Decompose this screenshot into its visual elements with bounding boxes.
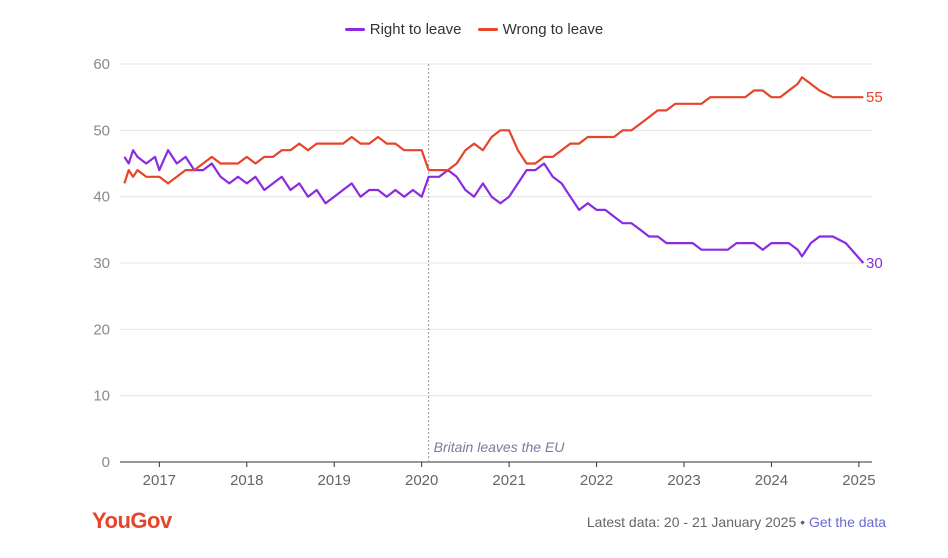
annotation-layer: Britain leaves the EU xyxy=(428,64,566,462)
x-tick-label: 2020 xyxy=(405,472,438,489)
x-tick-label: 2017 xyxy=(143,472,176,489)
annotation-text: Britain leaves the EU xyxy=(434,439,566,455)
gridlines xyxy=(120,63,872,463)
legend-item-wrong[interactable]: Wrong to leave xyxy=(477,21,604,38)
x-tick-label: 2024 xyxy=(755,472,788,489)
get-data-link[interactable]: Get the data xyxy=(808,514,886,530)
y-tick-label: 60 xyxy=(93,56,110,73)
latest-data-text: Latest data: 20 - 21 January 2025 xyxy=(586,514,797,530)
x-tick-label: 2021 xyxy=(492,472,525,489)
legend-item-right[interactable]: Right to leave xyxy=(344,21,462,38)
x-axis: 2017 2018 2019 2020 2021 2022 2023 2024 2025 xyxy=(143,462,876,489)
x-tick-label: 2019 xyxy=(318,472,351,489)
legend-label-wrong: Wrong to leave xyxy=(502,21,604,38)
y-axis: 0 10 20 30 40 50 60 xyxy=(93,56,110,471)
yougov-logo: YouGov xyxy=(92,508,172,533)
end-label-right: 30 xyxy=(866,255,883,272)
legend-swatch-wrong xyxy=(477,28,498,31)
series-line-wrong xyxy=(123,76,864,185)
y-tick-label: 20 xyxy=(93,321,110,338)
y-tick-label: 50 xyxy=(93,122,110,139)
y-tick-label: 30 xyxy=(93,255,110,272)
legend: Right to leave Wrong to leave xyxy=(0,18,948,38)
x-tick-label: 2023 xyxy=(667,472,700,489)
legend-swatch-right xyxy=(344,28,365,31)
x-tick-label: 2018 xyxy=(230,472,263,489)
series-lines xyxy=(123,76,865,264)
legend-label-right: Right to leave xyxy=(369,21,462,38)
x-tick-label: 2022 xyxy=(580,472,613,489)
end-labels: 30 55 xyxy=(866,89,883,272)
footer-info: Latest data: 20 - 21 January 2025 • Get … xyxy=(587,514,886,530)
y-tick-label: 0 xyxy=(102,454,110,471)
y-tick-label: 10 xyxy=(93,388,110,405)
footer-separator: • xyxy=(800,514,806,530)
x-tick-label: 2025 xyxy=(842,472,875,489)
end-label-wrong: 55 xyxy=(866,89,883,106)
series-line-right xyxy=(123,149,865,264)
y-tick-label: 40 xyxy=(93,189,110,206)
